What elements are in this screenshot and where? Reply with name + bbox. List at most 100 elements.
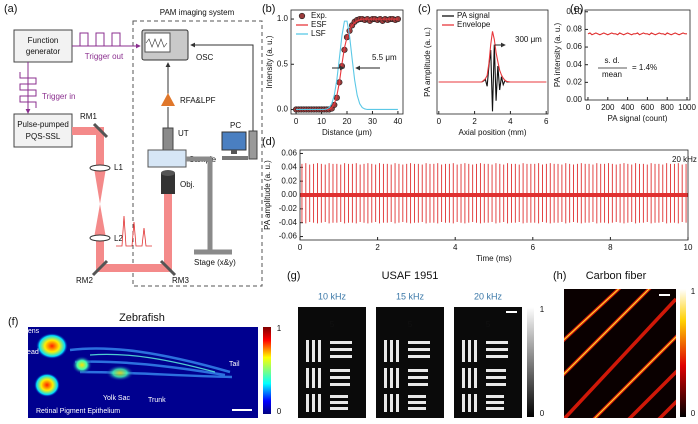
box-label: Pulse-pumped	[17, 120, 69, 129]
y-tick-label: 0.08	[566, 25, 582, 34]
x-tick-label: 8	[608, 243, 613, 252]
y-tick-label: 0.04	[566, 60, 582, 69]
x-tick-label: 0	[437, 117, 442, 126]
x-tick-label: 400	[621, 103, 635, 112]
pc-keyboard	[222, 156, 248, 160]
zebrafish-features	[34, 333, 233, 397]
trigger-in-label: Trigger in	[42, 92, 76, 101]
colorbar-label: 1	[540, 305, 545, 314]
pc-tower	[248, 130, 258, 160]
data-line	[587, 32, 688, 36]
x-tick-label: 600	[641, 103, 655, 112]
trigger-wave	[79, 32, 121, 47]
y-axis-label: PA intensity (a. u.)	[553, 23, 562, 88]
trigger-in-wave	[19, 72, 37, 108]
y-tick-label: 0.04	[281, 162, 297, 171]
colorbar-label: 1	[691, 287, 696, 296]
system-box	[132, 20, 263, 287]
component-label: Stage (x&y)	[194, 258, 236, 267]
component-label: RM1	[80, 112, 97, 121]
y-tick-label: 0.0	[277, 105, 289, 114]
component-label: PC	[230, 121, 241, 130]
function-generator	[13, 29, 73, 63]
zebrafish-panel: (f) Zebrafish Lens Head Tail Yolk Sac Tr…	[8, 312, 282, 418]
carbon-panel: (h) Carbon fiber 1 0	[553, 270, 696, 418]
feature-label: Yolk Sac	[103, 395, 130, 402]
y-tick-label: 0.5	[277, 59, 289, 68]
laser	[13, 113, 73, 148]
plot-frame	[299, 149, 689, 241]
osc-screen	[144, 32, 171, 53]
y-axis-label: PA amplitude (a. u.)	[263, 160, 272, 230]
panel-label: (g)	[287, 270, 300, 282]
x-tick-label: 6	[531, 243, 536, 252]
x-tick-label: 40	[393, 117, 402, 126]
stage	[186, 156, 232, 255]
y-axis-label: PA amplitude (a. u.)	[423, 27, 432, 97]
annotation: 5.5 μm	[372, 53, 397, 62]
annotation: 300 μm	[515, 35, 542, 44]
carbon-image	[564, 289, 676, 418]
panel-rate: 15 kHz	[396, 291, 425, 301]
y-tick-label: 0.00	[566, 95, 582, 104]
element-label: 5	[408, 320, 413, 329]
x-tick-label: 0	[298, 243, 303, 252]
box-label: PQS-SSL	[26, 132, 61, 141]
panel-label: (b)	[262, 3, 275, 15]
system-title: PAM imaging system	[160, 8, 235, 17]
component-label: Obj.	[180, 180, 195, 189]
objective	[161, 173, 175, 194]
annotation: mean	[602, 70, 622, 79]
x-axis-label: Distance (μm)	[322, 128, 372, 137]
data-line	[438, 44, 547, 112]
colorbar-label: 0	[277, 407, 282, 416]
legend-label: Exp.	[311, 11, 327, 20]
legend-label: ESF	[311, 20, 327, 29]
y-tick-label: 0.06	[281, 149, 297, 158]
mirror	[92, 122, 109, 139]
panel-label: (c)	[418, 3, 431, 15]
osc-wave	[145, 38, 168, 48]
lens	[89, 164, 111, 172]
component-label: RM2	[76, 276, 93, 285]
legend-swatch	[298, 12, 306, 20]
data-line	[296, 20, 398, 111]
x-tick-label: 2	[375, 243, 380, 252]
box-label: Function	[28, 36, 59, 45]
mirror	[159, 259, 177, 277]
colorbar	[680, 289, 686, 417]
y-tick-label: -0.04	[279, 218, 298, 227]
noise-band	[300, 193, 688, 197]
osc-label: OSC	[196, 53, 214, 62]
box-label: generator	[26, 47, 61, 56]
colorbar-label: 0	[691, 409, 696, 418]
component-label: UT	[178, 129, 189, 138]
legend-label: PA signal	[457, 11, 490, 20]
pulse-train	[116, 215, 152, 247]
x-tick-label: 2	[472, 117, 477, 126]
data-line	[190, 42, 254, 131]
x-tick-label: 10	[684, 243, 693, 252]
x-tick-label: 4	[453, 243, 458, 252]
x-tick-label: 0	[586, 103, 591, 112]
amplifier	[161, 93, 175, 106]
x-tick-label: 1000	[678, 103, 696, 112]
laser-beam	[72, 127, 172, 272]
pc-monitor	[221, 131, 247, 151]
lens	[89, 234, 111, 242]
transducer	[162, 127, 174, 153]
y-tick-label: 0.06	[566, 42, 582, 51]
y-tick-label: 0.02	[566, 77, 582, 86]
sample-tank	[147, 149, 187, 168]
y-tick-label: 0.02	[281, 176, 297, 185]
y-axis-label: Intensity (a. u.)	[265, 35, 274, 88]
image-title: Zebrafish	[119, 312, 165, 324]
x-axis-label: PA signal (count)	[608, 114, 668, 123]
y-tick-label: 1.0	[277, 14, 289, 23]
feature-label: Retinal Pigment Epithelium	[36, 408, 120, 415]
panel-label: (e)	[570, 3, 583, 15]
component-label: RM3	[172, 276, 189, 285]
plot-frame	[290, 9, 404, 115]
pc-stand	[231, 150, 237, 154]
